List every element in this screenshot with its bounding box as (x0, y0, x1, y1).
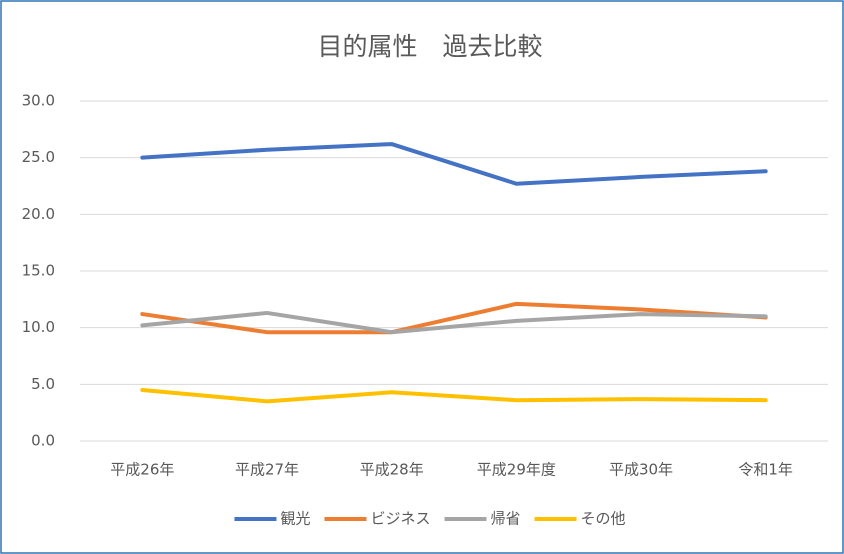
y-tick-label: 25.0 (22, 148, 55, 166)
legend-label: 観光 (280, 510, 310, 528)
chart-title: 目的属性 過去比較 (317, 32, 542, 61)
line-series (140, 142, 768, 186)
x-tick-label: 平成27年 (235, 461, 299, 479)
y-tick-label: 20.0 (22, 205, 55, 223)
y-tick-label: 0.0 (31, 432, 55, 450)
y-tick-label: 15.0 (22, 262, 55, 280)
x-tick-label: 平成28年 (360, 461, 424, 479)
y-tick-label: 30.0 (22, 92, 55, 110)
legend-label: その他 (581, 510, 626, 528)
legend-label: 帰省 (491, 510, 521, 528)
x-tick-label: 平成30年 (609, 461, 673, 479)
x-tick-label: 平成29年度 (477, 461, 556, 479)
line-series (140, 388, 768, 404)
x-tick-label: 平成26年 (110, 461, 174, 479)
legend-label: ビジネス (370, 510, 430, 528)
line-series (140, 301, 768, 335)
x-tick-label: 令和1年 (738, 461, 793, 479)
y-tick-label: 10.0 (22, 318, 55, 336)
line-series (140, 310, 768, 335)
y-tick-label: 5.0 (31, 375, 55, 393)
